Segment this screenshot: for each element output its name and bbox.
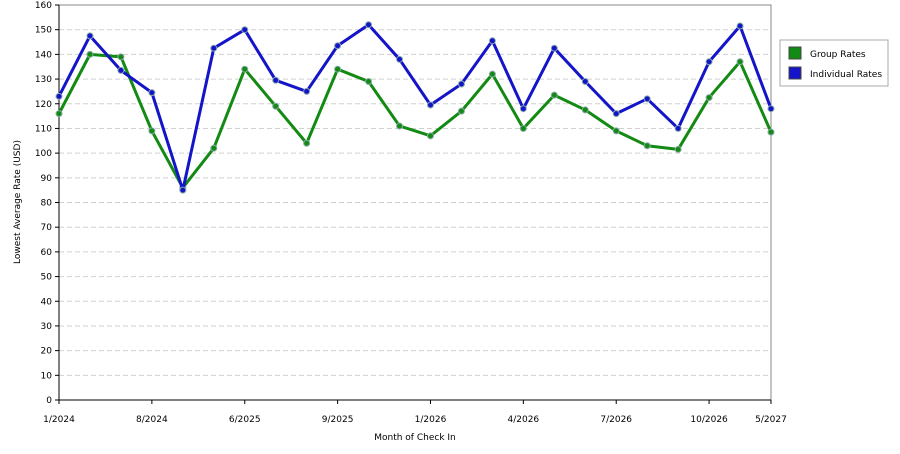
legend-label: Group Rates [810, 50, 866, 60]
point-marker [643, 142, 651, 150]
legend-swatch [788, 66, 802, 80]
legend-label: Individual Rates [810, 70, 882, 80]
y-tick-label: 50 [41, 273, 53, 283]
point-marker [705, 94, 713, 102]
point-marker [272, 102, 280, 110]
point-marker [241, 26, 249, 34]
y-tick-label: 70 [41, 223, 53, 233]
y-tick-label: 90 [41, 174, 53, 184]
x-tick-label: 9/2025 [322, 415, 354, 425]
y-tick-label: 20 [41, 347, 53, 357]
point-marker [303, 139, 311, 147]
point-marker [179, 186, 187, 194]
point-marker [117, 66, 125, 74]
point-marker [365, 21, 373, 29]
point-marker [612, 127, 620, 135]
point-marker [55, 110, 63, 118]
x-tick-label: 10/2026 [690, 415, 728, 425]
x-axis-label: Month of Check In [374, 433, 456, 443]
point-marker [674, 124, 682, 132]
y-tick-label: 160 [35, 1, 52, 11]
x-tick-label: 1/2026 [415, 415, 447, 425]
point-marker [334, 42, 342, 50]
y-tick-label: 130 [35, 75, 52, 85]
x-tick-label: 5/2027 [755, 415, 787, 425]
legend-swatch [788, 46, 802, 60]
y-tick-label: 60 [41, 248, 53, 258]
y-tick-label: 120 [35, 100, 52, 110]
x-tick-label: 8/2024 [136, 415, 168, 425]
point-marker [396, 122, 404, 130]
point-marker [767, 128, 775, 136]
point-marker [519, 124, 527, 132]
point-marker [674, 145, 682, 153]
point-marker [426, 101, 434, 109]
point-marker [86, 32, 94, 40]
point-marker [550, 91, 558, 99]
x-tick-label: 1/2024 [43, 415, 75, 425]
point-marker [210, 144, 218, 152]
y-tick-label: 110 [35, 124, 52, 134]
point-marker [736, 58, 744, 66]
point-marker [457, 80, 465, 88]
point-marker [55, 92, 63, 100]
point-marker [581, 106, 589, 114]
x-tick-label: 4/2026 [508, 415, 540, 425]
point-marker [426, 132, 434, 140]
y-tick-label: 40 [41, 297, 53, 307]
y-tick-label: 30 [41, 322, 53, 332]
y-tick-label: 80 [41, 199, 53, 209]
legend: Group Rates Individual Rates [779, 39, 889, 87]
point-marker [643, 95, 651, 103]
point-marker [148, 89, 156, 97]
y-tick-label: 10 [41, 371, 53, 381]
point-marker [767, 105, 775, 113]
point-marker [457, 107, 465, 115]
point-marker [117, 53, 125, 61]
point-marker [736, 22, 744, 30]
point-marker [396, 55, 404, 63]
point-marker [272, 76, 280, 84]
point-marker [488, 70, 496, 78]
point-marker [303, 87, 311, 95]
x-tick-label: 7/2026 [600, 415, 632, 425]
y-tick-label: 140 [35, 50, 52, 60]
point-marker [241, 65, 249, 73]
point-marker [519, 105, 527, 113]
point-marker [550, 44, 558, 52]
y-tick-label: 150 [35, 26, 52, 36]
point-marker [581, 78, 589, 86]
y-axis-label: Lowest Average Rate (USD) [13, 140, 23, 264]
y-tick-label: 100 [35, 149, 52, 159]
point-marker [705, 58, 713, 66]
point-marker [365, 78, 373, 86]
point-marker [334, 65, 342, 73]
point-marker [86, 50, 94, 58]
point-marker [612, 110, 620, 118]
point-marker [488, 37, 496, 45]
x-tick-label: 6/2025 [229, 415, 261, 425]
point-marker [210, 44, 218, 52]
series-line [57, 23, 773, 192]
point-marker [148, 127, 156, 135]
y-tick-label: 0 [46, 396, 52, 406]
